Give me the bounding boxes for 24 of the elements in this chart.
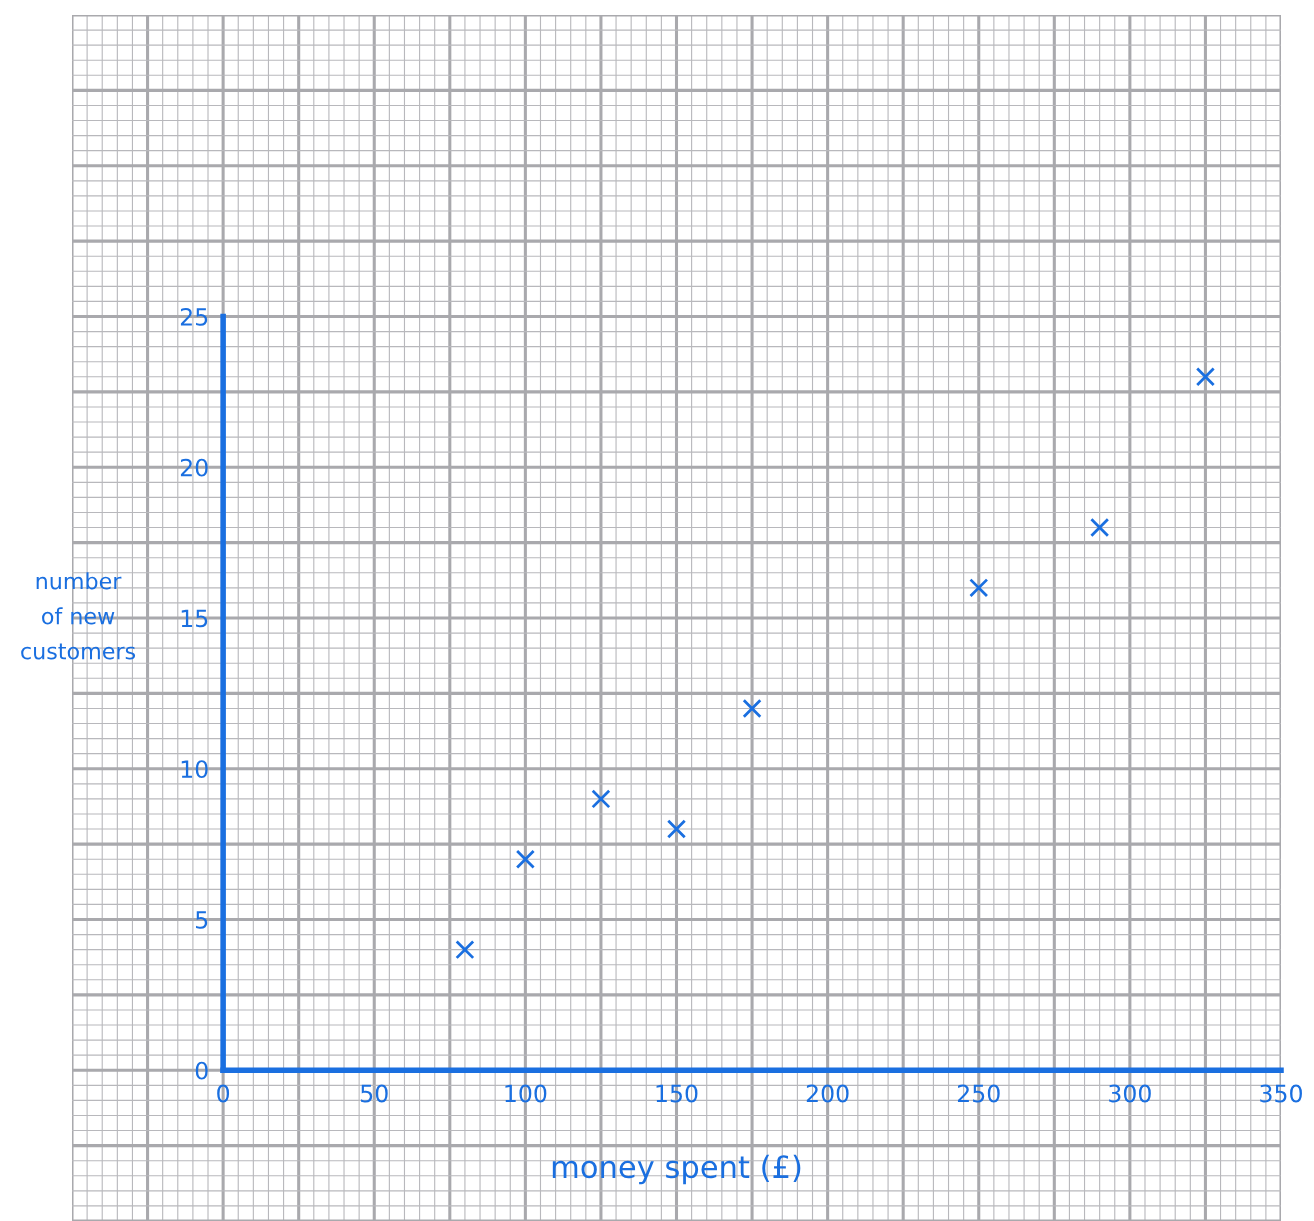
point — [666, 819, 687, 839]
y-tick-label: 10 — [181, 760, 208, 779]
y-tick-label: 25 — [180, 307, 208, 326]
y-tick-label: 15 — [181, 609, 208, 628]
y-axis-title: number of new customers — [21, 572, 136, 660]
point — [1195, 367, 1216, 387]
point — [591, 789, 611, 809]
point — [1090, 517, 1110, 538]
x-tick-label: 300 — [1109, 1084, 1151, 1103]
x-tick-label: 200 — [806, 1084, 849, 1103]
x-tick-label: 250 — [957, 1084, 1000, 1103]
point — [742, 698, 762, 719]
x-axis-title: money spent (£) — [552, 1154, 801, 1185]
x-tick-label: 0 — [217, 1084, 230, 1103]
x-tick-label: 100 — [505, 1084, 547, 1103]
x-tick-label: 350 — [1260, 1084, 1302, 1103]
y-tick-label: 20 — [180, 458, 208, 477]
point — [515, 849, 535, 869]
y-tick-label: 0 — [195, 1061, 208, 1080]
x-tick-label: 150 — [656, 1084, 698, 1103]
point — [969, 578, 989, 598]
y-tick-label: 5 — [196, 911, 208, 929]
point — [455, 940, 475, 960]
x-tick-label: 50 — [361, 1084, 388, 1103]
